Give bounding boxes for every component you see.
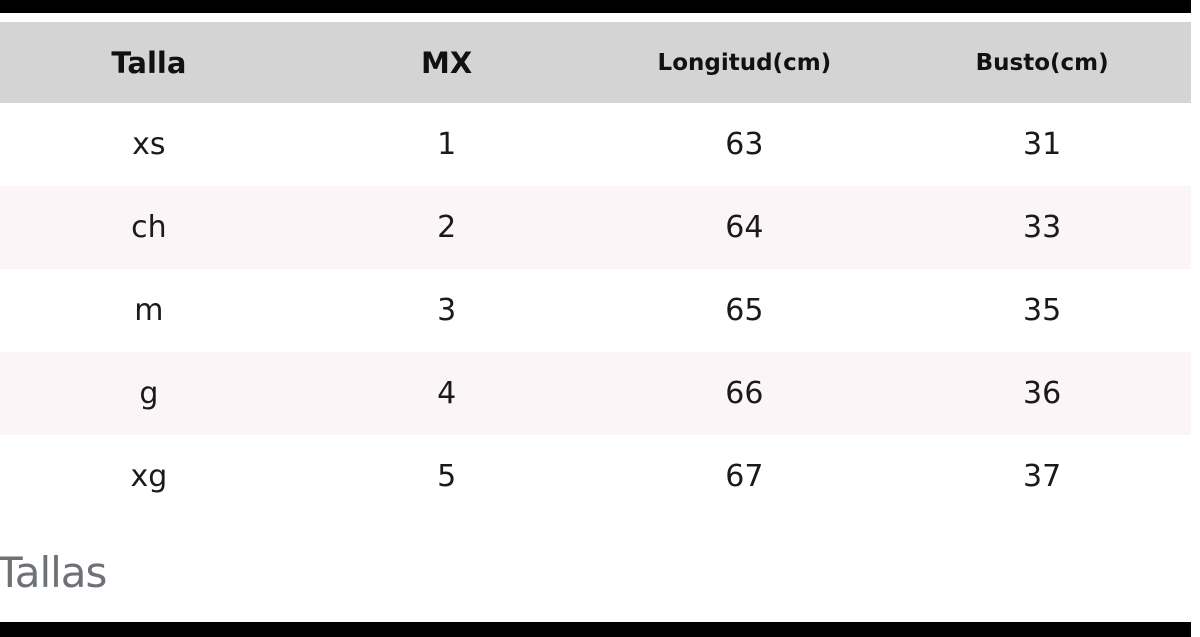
table-row-xs: xs 1 63 31 (0, 103, 1191, 186)
cell-longitud: 67 (725, 459, 764, 494)
cell-busto: 36 (1023, 376, 1062, 411)
cell-talla: ch (131, 210, 167, 245)
cell-longitud: 66 (725, 376, 764, 411)
cell-talla: xs (132, 127, 166, 162)
cell-busto: 37 (1023, 459, 1062, 494)
size-chart-header-row: Talla MX Longitud(cm) Busto(cm) (0, 22, 1191, 103)
cell-mx: 3 (437, 293, 457, 328)
size-chart-table: Talla MX Longitud(cm) Busto(cm) xs 1 63 … (0, 22, 1191, 518)
cell-talla: m (134, 293, 164, 328)
table-row-g: g 4 66 36 (0, 352, 1191, 435)
cell-busto: 31 (1023, 127, 1062, 162)
header-cell-talla: Talla (111, 45, 187, 80)
cell-longitud: 64 (725, 210, 764, 245)
cell-mx: 2 (437, 210, 457, 245)
cell-mx: 4 (437, 376, 457, 411)
header-cell-longitud: Longitud(cm) (657, 49, 832, 76)
table-row-xg: xg 5 67 37 (0, 435, 1191, 518)
top-letterbox-bar (0, 0, 1191, 13)
cell-busto: 35 (1023, 293, 1062, 328)
cell-mx: 5 (437, 459, 457, 494)
bottom-letterbox-bar (0, 622, 1191, 637)
section-caption-tallas: Tallas (0, 548, 107, 597)
cell-talla: g (139, 376, 159, 411)
header-cell-mx: MX (421, 45, 473, 80)
cell-talla: xg (130, 459, 168, 494)
table-row-m: m 3 65 35 (0, 269, 1191, 352)
header-cell-busto: Busto(cm) (975, 49, 1109, 76)
cell-longitud: 65 (725, 293, 764, 328)
cell-busto: 33 (1023, 210, 1062, 245)
cell-longitud: 63 (725, 127, 764, 162)
cell-mx: 1 (437, 127, 457, 162)
table-row-ch: ch 2 64 33 (0, 186, 1191, 269)
